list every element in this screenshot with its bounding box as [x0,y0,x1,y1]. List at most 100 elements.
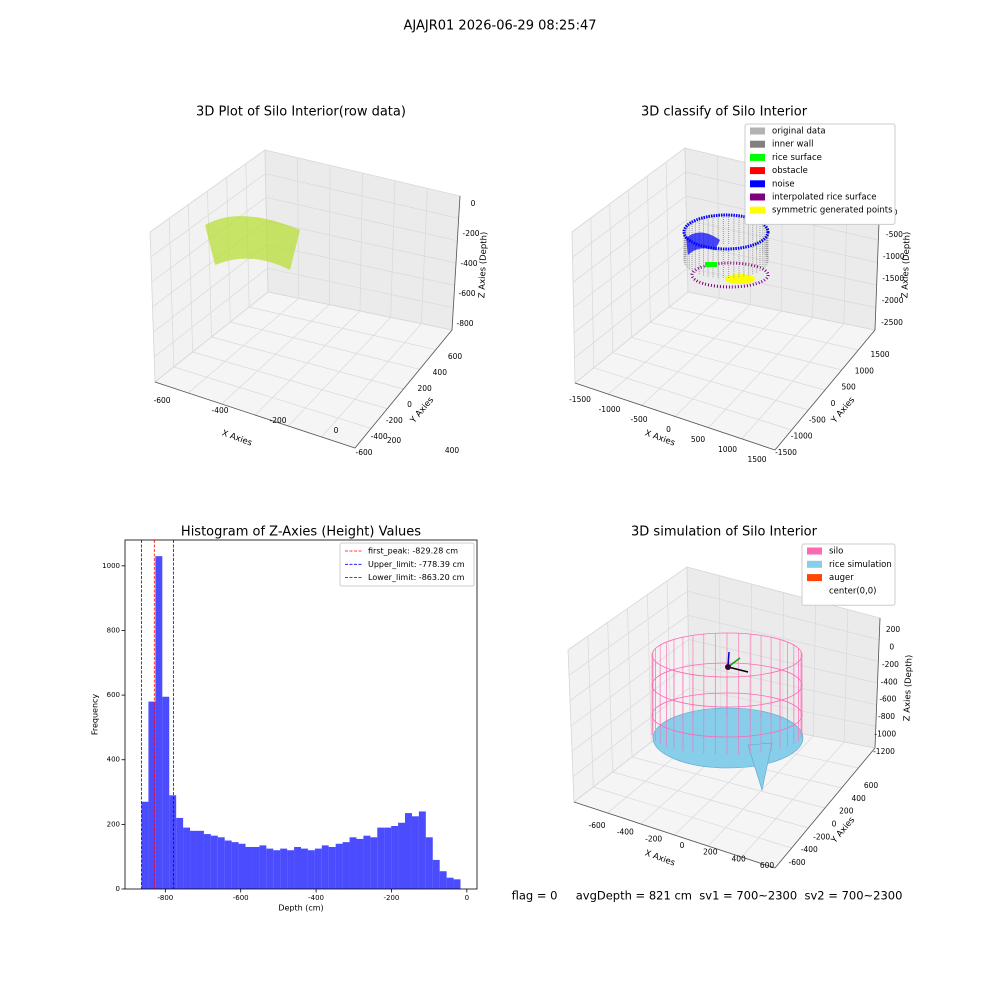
legend-label: rice simulation [829,560,892,570]
z-tick-label: -400 [881,677,898,686]
bar [224,840,232,889]
z-axis-label: Z Axies (Depth) [477,232,489,299]
y-tick-label: 800 [107,626,120,634]
z-tick-label: -2000 [882,296,904,305]
pane-grid [689,687,876,727]
bar [294,846,301,889]
bar [328,846,336,889]
y-tick-label: -1500 [775,448,797,457]
bar [238,843,246,889]
bar [335,843,343,889]
points-purple [690,261,770,289]
legend-swatch [807,574,822,582]
legend-swatch [750,127,765,135]
legend-label: obstacle [772,166,808,176]
bar [155,556,163,889]
legend-label: noise [772,179,795,189]
axis-line [154,381,356,449]
z-tick-label: -200 [882,660,899,669]
legend-swatch [750,153,765,161]
pane-grid [741,323,845,440]
bar [266,848,274,889]
bar [210,835,218,889]
bar [349,837,357,889]
y-axis-label: Frequency [91,694,100,736]
x-tick-label: -800 [157,894,173,902]
y-tick-label: 0 [407,400,412,409]
x-tick-label: 0 [680,841,685,850]
axis-arrow [727,666,749,673]
legend-swatch [750,180,765,188]
bar [245,846,253,889]
legend-swatch [750,206,765,214]
x-tick-label: 600 [760,861,775,870]
bar [273,850,281,889]
z-tick-label: -1000 [874,730,896,739]
z-tick-label: 0 [889,642,894,651]
z-axis-label: Z Axies (Depth) [902,655,914,722]
axis-line [774,329,876,451]
legend-label: silo [829,547,843,557]
z-tick-label: -1000 [883,252,905,261]
pane-grid [574,267,688,359]
axis-line [574,382,776,451]
bar [252,846,260,889]
x-tick-label: 1500 [747,455,766,464]
chart-title: Histogram of Z-Axies (Height) Values [181,525,421,540]
legend-swatch [750,140,765,148]
bar [342,842,350,889]
points-noise [682,213,770,251]
x-tick-label: -400 [308,894,324,902]
bar [183,827,191,889]
x-tick-label: 400 [732,854,747,863]
bar [287,850,295,889]
pane-grid [572,687,690,777]
legend-swatch [750,167,765,175]
axis-line [874,617,881,749]
x-tick-label: 1000 [718,445,737,454]
y-tick-label: -200 [386,416,403,425]
pane-grid [321,323,422,438]
x-tick-label: -1500 [569,395,591,404]
legend-swatch [750,193,765,201]
bar [148,701,156,889]
x-axis-label: Depth (cm) [278,904,323,913]
x-tick-label: -200 [269,416,286,425]
y-tick-label: 1000 [855,366,874,375]
z-tick-label: -2500 [881,318,903,327]
center-point [725,664,731,670]
bar [425,837,433,889]
x-tick-label: 200 [703,848,718,857]
z-tick-label: -600 [458,289,475,298]
silo-wire [651,662,803,708]
y-tick-label: -600 [788,858,805,867]
y-tick-label: 600 [864,781,879,790]
z-tick-label: 200 [886,625,901,634]
legend-label: original data [772,127,826,137]
y-tick-label: 600 [448,352,463,361]
plot-frame [124,539,478,890]
y-tick-label: -600 [355,448,372,457]
z-tick-label: -200 [462,229,479,238]
bar [196,830,204,889]
legend-label: symmetric generated points [772,206,893,216]
bar [217,837,225,889]
y-tick-label: 0 [831,399,836,408]
bar [370,837,378,889]
suptitle: AJAJR01 2026-06-29 08:25:47 [403,19,596,34]
x-tick-label: 0 [465,894,469,902]
bar [314,848,322,889]
y-tick-label: -400 [801,845,818,854]
axis-line [451,195,461,331]
legend-box [744,123,896,225]
bar [356,838,364,889]
y-tick-label: 1500 [870,350,889,359]
bar [259,845,267,889]
bar [307,850,315,889]
y-tick-label: 400 [433,368,448,377]
axis-line [573,801,776,869]
x-tick-label: -600 [233,894,249,902]
bar [363,835,371,889]
legend-label: first_peak: -829.28 cm [368,547,458,556]
y-tick-label: 400 [107,756,120,764]
